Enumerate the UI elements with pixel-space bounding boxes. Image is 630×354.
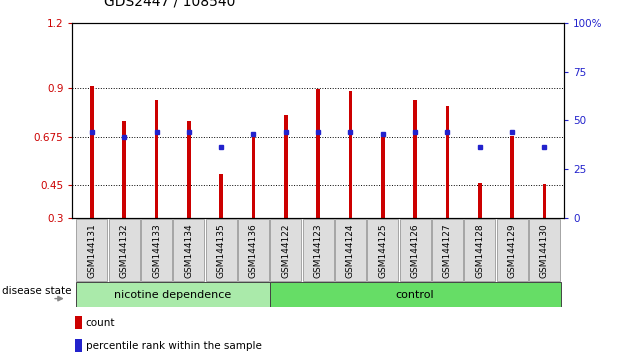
FancyBboxPatch shape xyxy=(529,219,560,281)
FancyBboxPatch shape xyxy=(496,219,528,281)
FancyBboxPatch shape xyxy=(367,219,398,281)
Bar xyxy=(445,106,449,218)
FancyBboxPatch shape xyxy=(270,282,561,307)
Text: GSM144134: GSM144134 xyxy=(185,223,193,278)
Bar xyxy=(76,316,82,329)
FancyBboxPatch shape xyxy=(76,219,107,281)
Text: GDS2447 / 108540: GDS2447 / 108540 xyxy=(104,0,236,9)
FancyBboxPatch shape xyxy=(141,219,172,281)
Bar xyxy=(284,115,288,218)
Text: percentile rank within the sample: percentile rank within the sample xyxy=(86,341,261,351)
Text: GSM144136: GSM144136 xyxy=(249,223,258,278)
Bar xyxy=(76,339,82,352)
FancyBboxPatch shape xyxy=(108,219,140,281)
Text: GSM144127: GSM144127 xyxy=(443,223,452,278)
Text: disease state: disease state xyxy=(2,286,72,296)
Text: GSM144122: GSM144122 xyxy=(282,223,290,278)
Text: GSM144135: GSM144135 xyxy=(217,223,226,278)
Text: GSM144130: GSM144130 xyxy=(540,223,549,278)
Text: GSM144123: GSM144123 xyxy=(314,223,323,278)
Text: control: control xyxy=(396,290,435,300)
Bar xyxy=(478,183,482,218)
Bar xyxy=(90,86,94,218)
Bar xyxy=(251,135,255,218)
Bar xyxy=(348,91,352,218)
Bar xyxy=(316,89,320,218)
Text: GSM144129: GSM144129 xyxy=(508,223,517,278)
FancyBboxPatch shape xyxy=(270,219,301,281)
Text: GSM144133: GSM144133 xyxy=(152,223,161,278)
Text: GSM144131: GSM144131 xyxy=(88,223,96,278)
Bar xyxy=(122,121,126,218)
Bar xyxy=(381,133,385,218)
Bar xyxy=(413,100,417,218)
Bar xyxy=(219,175,223,218)
Text: GSM144124: GSM144124 xyxy=(346,223,355,278)
FancyBboxPatch shape xyxy=(432,219,463,281)
FancyBboxPatch shape xyxy=(399,219,431,281)
Text: count: count xyxy=(86,318,115,328)
Text: GSM144125: GSM144125 xyxy=(378,223,387,278)
Text: GSM144126: GSM144126 xyxy=(411,223,420,278)
FancyBboxPatch shape xyxy=(205,219,237,281)
Text: nicotine dependence: nicotine dependence xyxy=(114,290,231,300)
FancyBboxPatch shape xyxy=(238,219,269,281)
FancyBboxPatch shape xyxy=(464,219,495,281)
Bar xyxy=(187,121,191,218)
Bar xyxy=(154,100,159,218)
FancyBboxPatch shape xyxy=(173,219,204,281)
FancyBboxPatch shape xyxy=(335,219,366,281)
Text: GSM144132: GSM144132 xyxy=(120,223,129,278)
FancyBboxPatch shape xyxy=(302,219,334,281)
Text: GSM144128: GSM144128 xyxy=(475,223,484,278)
Bar xyxy=(542,184,546,218)
Bar xyxy=(510,136,514,218)
FancyBboxPatch shape xyxy=(76,282,270,307)
